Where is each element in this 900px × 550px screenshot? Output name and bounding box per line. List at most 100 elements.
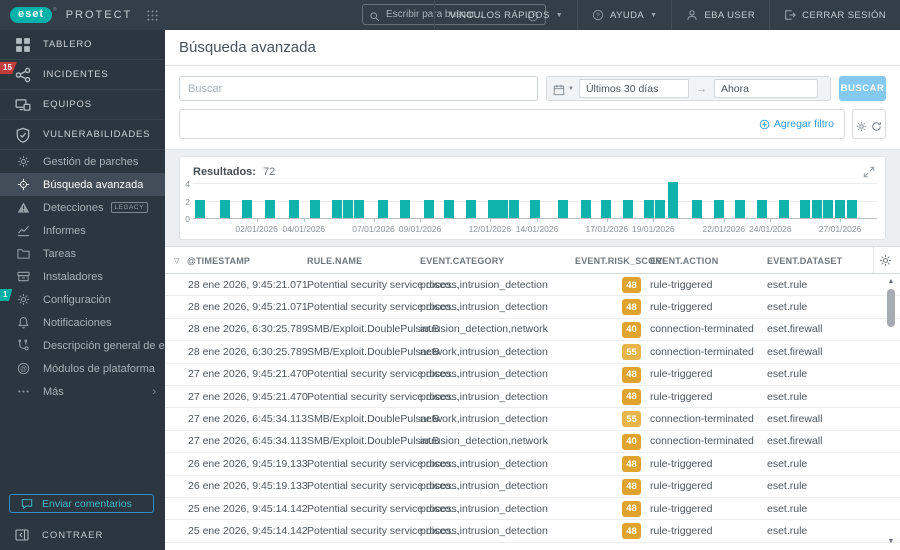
x-axis-tick <box>606 219 608 222</box>
chart-bar <box>444 200 455 218</box>
filter-settings-icon[interactable] <box>856 119 867 131</box>
x-axis-tick <box>770 219 772 222</box>
table-row[interactable]: 28 ene 2026, 6:30:25.789 SMB/Exploit.Doub… <box>165 341 900 364</box>
dashboard-icon <box>15 37 31 53</box>
main-content: Búsqueda avanzada ▼ → BUSCAR Agregar fil… <box>165 30 900 550</box>
column-header-rule-name[interactable]: RULE.NAME <box>307 256 363 266</box>
add-filter-button[interactable]: Agregar filtro <box>759 118 834 130</box>
date-to-input[interactable] <box>713 79 818 98</box>
sidebar-item-descripcion-general-de-esta[interactable]: Descripción general de esta... <box>0 334 189 357</box>
global-search-input[interactable] <box>380 9 527 20</box>
date-range-picker: ▼ → <box>546 76 831 101</box>
sidebar-item-detecciones[interactable]: Detecciones LEGACY <box>0 196 165 219</box>
vertical-scrollbar[interactable]: ▲ ▼ <box>885 277 897 547</box>
column-header-timestamp[interactable]: @TIMESTAMP <box>187 256 251 266</box>
chart-bar <box>692 200 703 218</box>
sidebar-item-label: Módulos de plataforma <box>43 362 155 375</box>
top-bar: eset ® PROTECT ? VÍNCULOS RÁPIDOS ▼ ? AY… <box>0 0 900 30</box>
cell-event-dataset: eset.rule <box>767 502 808 515</box>
scrollbar-thumb[interactable] <box>887 289 895 327</box>
sidebar-item-gestion-de-parches[interactable]: Gestión de parches <box>0 150 165 173</box>
sidebar-item-busqueda-avanzada[interactable]: Búsqueda avanzada <box>0 173 165 196</box>
table-row[interactable]: 25 ene 2026, 9:45:14.142 Potential securi… <box>165 498 900 521</box>
notifications-icon <box>17 316 30 329</box>
cell-event-category: intrusion_detection,network <box>420 323 548 336</box>
table-row[interactable]: 27 ene 2026, 6:45:34.113 SMB/Exploit.Doub… <box>165 431 900 454</box>
calendar-icon[interactable] <box>553 83 565 95</box>
table-row[interactable]: 28 ene 2026, 9:45:21.071 Potential securi… <box>165 296 900 319</box>
detections-icon <box>17 201 30 214</box>
table-row[interactable]: 27 ene 2026, 6:45:34.113 SMB/Exploit.Doub… <box>165 408 900 431</box>
help-menu[interactable]: ? AYUDA ▼ <box>577 0 671 30</box>
expand-chart-icon[interactable] <box>863 165 875 178</box>
sidebar-item-instaladores[interactable]: Instaladores <box>0 265 165 288</box>
sidebar-item-tablero[interactable]: TABLERO <box>0 30 165 60</box>
sidebar-item-vulnerabilidades[interactable]: VULNERABILIDADES <box>0 120 165 150</box>
column-header-event-action[interactable]: EVENT.ACTION <box>650 256 719 266</box>
table-row[interactable]: 27 ene 2026, 9:45:21.470 Potential securi… <box>165 386 900 409</box>
column-header-event-dataset[interactable]: EVENT.DATASET <box>767 256 843 266</box>
chart-bar <box>667 182 678 218</box>
sidebar-item-tareas[interactable]: Tareas <box>0 242 165 265</box>
sidebar-item-modulos-de-plataforma[interactable]: @ Módulos de plataforma <box>0 357 165 380</box>
computers-icon <box>15 97 31 113</box>
table-row[interactable]: 25 ene 2026, 9:45:14.142 Potential securi… <box>165 520 900 543</box>
x-axis-tick <box>256 219 258 222</box>
column-header-risk-score[interactable]: EVENT.RISK_SCORE <box>575 256 669 266</box>
eset-logo-text: eset <box>10 7 53 23</box>
sidebar-item-configuracion[interactable]: 1 Configuración <box>0 288 165 311</box>
collapse-sidebar-button[interactable]: CONTRAER <box>15 528 103 542</box>
sidebar-item-label: EQUIPOS <box>43 99 92 110</box>
sidebar-item-equipos[interactable]: EQUIPOS <box>0 90 165 120</box>
config-gear-icon <box>17 293 30 306</box>
global-search-box[interactable]: ? <box>362 4 546 25</box>
sidebar-item-informes[interactable]: Informes <box>0 219 165 242</box>
sidebar-item-label: INCIDENTES <box>43 69 109 80</box>
sidebar-item-incidentes[interactable]: 15 INCIDENTES <box>0 60 165 90</box>
cell-event-category: intrusion_detection,network <box>420 435 548 448</box>
user-menu[interactable]: EBA USER <box>671 0 769 30</box>
chevron-down-icon: ▼ <box>555 11 564 19</box>
quick-links-label: VÍNCULOS RÁPIDOS <box>449 9 550 21</box>
chevron-down-icon[interactable]: ▼ <box>568 85 574 92</box>
table-row[interactable]: 27 ene 2026, 9:45:21.470 Potential securi… <box>165 364 900 386</box>
sort-filter-icon[interactable]: ▽ <box>174 258 180 265</box>
x-axis-tick <box>303 219 305 222</box>
search-help-icon[interactable]: ? <box>527 9 539 21</box>
results-table: ▽ @TIMESTAMP RULE.NAME EVENT.CATEGORY EV… <box>165 246 900 550</box>
x-axis-tick <box>840 219 842 222</box>
cell-timestamp: 28 ene 2026, 6:30:25.789 <box>188 323 308 336</box>
table-row[interactable]: 28 ene 2026, 9:45:21.071 Potential securi… <box>165 274 900 297</box>
table-row[interactable]: 26 ene 2026, 9:45:19.133 Potential securi… <box>165 453 900 476</box>
x-axis-tick-label: 07/01/2026 <box>352 224 395 234</box>
chart-bar <box>195 200 206 218</box>
app-grid-icon[interactable] <box>146 9 159 22</box>
cell-event-dataset: eset.firewall <box>767 435 823 448</box>
cell-rule-name: Potential security service disco... <box>307 390 460 403</box>
logout-button[interactable]: CERRAR SESIÓN <box>769 0 900 30</box>
column-header-event-category[interactable]: EVENT.CATEGORY <box>420 256 505 266</box>
table-row[interactable]: 26 ene 2026, 9:45:19.133 Potential securi… <box>165 476 900 498</box>
logout-icon <box>784 9 797 21</box>
vulnerabilities-icon <box>15 127 31 143</box>
search-input[interactable] <box>179 76 538 101</box>
column-settings-icon[interactable] <box>879 254 892 267</box>
sidebar-item-mas[interactable]: Más › <box>0 380 165 403</box>
table-row[interactable]: 28 ene 2026, 6:30:25.789 SMB/Exploit.Doub… <box>165 319 900 342</box>
cell-event-action: connection-terminated <box>650 345 754 358</box>
scroll-down-arrow[interactable]: ▼ <box>887 538 895 545</box>
cell-event-dataset: eset.firewall <box>767 323 823 336</box>
svg-text:@: @ <box>20 366 27 373</box>
date-from-input[interactable] <box>578 79 689 98</box>
scroll-up-arrow[interactable]: ▲ <box>887 278 895 285</box>
quick-links-menu[interactable]: VÍNCULOS RÁPIDOS ▼ <box>434 0 577 30</box>
header-divider <box>873 247 874 273</box>
search-button[interactable]: BUSCAR <box>839 76 886 101</box>
results-count: 72 <box>263 166 276 178</box>
sidebar-item-notificaciones[interactable]: Notificaciones <box>0 311 165 334</box>
send-feedback-button[interactable]: Enviar comentarios <box>9 494 154 513</box>
cell-event-category: process,intrusion_detection <box>420 524 548 537</box>
x-axis-tick-label: 12/01/2026 <box>468 224 512 234</box>
refresh-icon[interactable] <box>871 119 882 131</box>
chart-bar <box>342 200 353 218</box>
